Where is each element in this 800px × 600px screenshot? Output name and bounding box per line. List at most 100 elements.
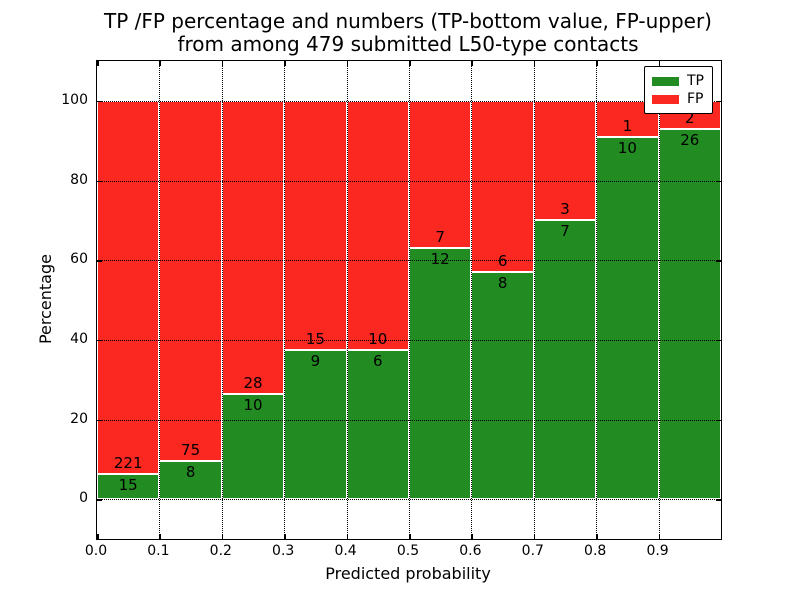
fp-legend-swatch [652, 94, 679, 104]
x-tickmark [97, 61, 99, 66]
x-tickmark [284, 61, 286, 66]
y-tickmark [716, 339, 721, 342]
x-axis-label: Predicted probability [325, 564, 491, 583]
fp-bar-segment [533, 100, 597, 221]
y-tick-label: 20 [70, 410, 88, 427]
y-tick-label: 60 [70, 251, 88, 268]
x-tickmark [533, 534, 536, 539]
x-tickmark [159, 534, 161, 539]
fp-bar-segment [471, 100, 534, 272]
tp-bar-segment [533, 220, 597, 500]
x-tickmark [221, 534, 224, 539]
x-tickmark [284, 534, 286, 539]
fp-count-label: 28 [243, 374, 263, 393]
x-tickmark [409, 534, 411, 539]
y-tickmark [97, 419, 102, 421]
legend-item: TP [652, 72, 704, 90]
x-gridline [533, 61, 535, 539]
y-tickmark [716, 100, 721, 103]
y-tickmark [716, 180, 721, 182]
tp-count-label: 12 [430, 249, 450, 268]
x-tickmark [596, 534, 598, 539]
legend-item: FP [652, 90, 704, 108]
x-tick-label: 0.9 [646, 543, 669, 559]
y-tick-label: 80 [70, 171, 88, 188]
x-tickmark [97, 534, 99, 539]
x-gridline [221, 61, 223, 539]
fp-bar-segment [346, 100, 409, 350]
x-tick-label: 0.6 [459, 543, 482, 559]
y-tickmark [716, 419, 721, 421]
x-gridline [284, 61, 286, 539]
tp-count-label: 8 [185, 462, 196, 481]
tp-count-label: 7 [560, 222, 570, 241]
tp-count-label: 10 [243, 396, 263, 415]
tp-bar-segment [658, 129, 721, 500]
fp-bar-segment [284, 100, 347, 350]
fp-count-label: 221 [113, 453, 143, 472]
y-tickmark [716, 260, 721, 262]
x-tick-label: 0.7 [521, 543, 544, 559]
tp-count-label: 10 [617, 139, 637, 158]
x-tickmark [533, 61, 536, 66]
x-tickmark [409, 61, 411, 66]
fp-count-label: 10 [368, 329, 388, 348]
fp-count-label: 6 [497, 251, 508, 270]
fp-bar-segment [97, 100, 160, 474]
tp-legend-swatch [652, 76, 679, 86]
x-tick-label: 0.4 [334, 543, 357, 559]
tp-count-label: 26 [680, 131, 700, 150]
tp-bar-segment [471, 271, 534, 500]
x-tickmark [221, 61, 224, 66]
x-gridline [658, 61, 660, 539]
x-tickmark [471, 534, 473, 539]
tp-count-label: 15 [118, 475, 138, 494]
y-tick-label: 100 [61, 91, 88, 108]
y-tick-label: 40 [70, 330, 88, 347]
fp-bar-segment [159, 100, 222, 461]
x-gridline [159, 61, 161, 539]
x-tick-label: 0.8 [584, 543, 607, 559]
legend-item-label: TP [687, 73, 704, 89]
y-tickmark [97, 180, 102, 182]
x-gridline [471, 61, 473, 539]
fp-count-label: 3 [560, 200, 570, 219]
fp-count-label: 7 [435, 227, 445, 246]
fp-bar-segment [409, 100, 472, 248]
x-tickmark [346, 61, 349, 66]
x-gridline [346, 61, 348, 539]
y-tickmark [97, 499, 102, 501]
x-tickmark [471, 61, 473, 66]
x-tick-label: 0.3 [272, 543, 295, 559]
x-tick-label: 0.0 [84, 543, 108, 559]
y-tickmark [97, 100, 102, 103]
y-tickmark [716, 499, 721, 501]
tp-count-label: 6 [373, 351, 383, 370]
y-tick-label: 0 [79, 490, 88, 507]
x-tick-label: 0.5 [396, 543, 420, 559]
legend-item-label: FP [687, 91, 704, 107]
x-gridline [596, 61, 598, 539]
fp-count-label: 1 [622, 117, 633, 136]
tp-count-label: 8 [497, 273, 508, 292]
x-tickmark [346, 534, 349, 539]
x-tickmark [596, 61, 598, 66]
x-tickmark [658, 534, 661, 539]
chart-title-line2: from among 479 submitted L50-type contac… [177, 32, 639, 56]
plot-area: 221 15 75 8 28 10 15 9 10 6 7 12 6 8 3 7 1 10 2 26 [96, 60, 722, 540]
tp-bar-segment [346, 349, 409, 500]
tp-bar-segment [284, 349, 347, 500]
y-tickmark [97, 260, 102, 262]
x-tick-label: 0.1 [147, 543, 170, 559]
fp-count-label: 75 [181, 440, 201, 459]
legend: TP FP [644, 66, 713, 114]
chart-title-line1: TP /FP percentage and numbers (TP-bottom… [104, 9, 712, 33]
tp-bar-segment [159, 460, 222, 500]
x-tickmark [658, 61, 661, 66]
fp-bar-segment [221, 100, 285, 395]
fp-count-label: 15 [305, 329, 325, 348]
x-gridline [409, 61, 410, 539]
x-tickmark [159, 61, 161, 66]
x-tick-label: 0.2 [209, 543, 232, 559]
